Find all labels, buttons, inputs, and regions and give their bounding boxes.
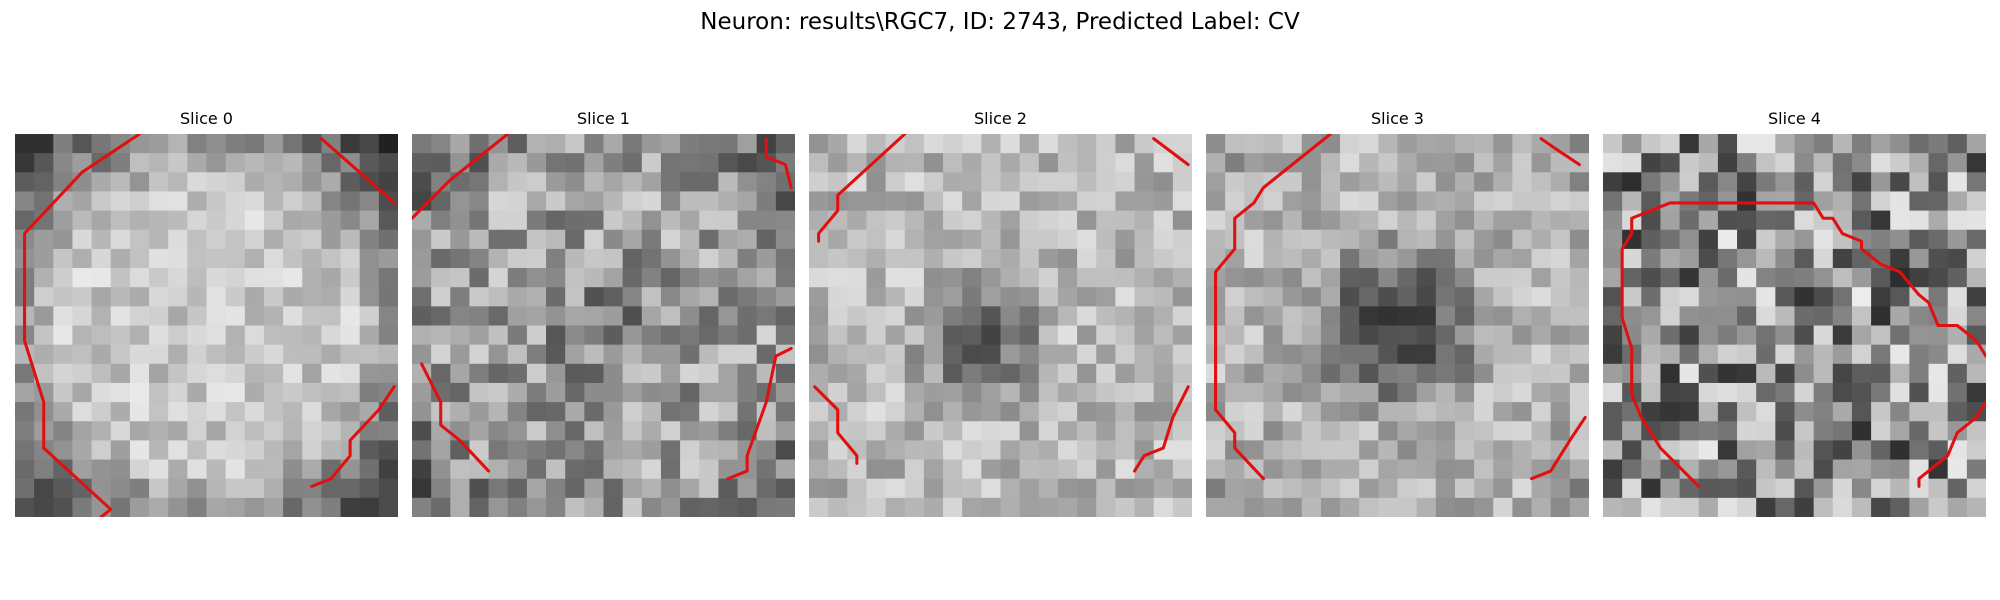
- slice-panel: Slice 3: [1206, 108, 1589, 518]
- slice-image: [15, 134, 398, 517]
- slice-image: [412, 134, 795, 517]
- contour-line: [23, 134, 142, 517]
- slice-panel: Slice 1: [412, 108, 795, 518]
- pixel-grid: [1603, 134, 1986, 517]
- contour-line: [1620, 201, 1986, 488]
- figure-title: Neuron: results\RGC7, ID: 2743, Predicte…: [700, 9, 1300, 35]
- pixel-grid: [809, 134, 1192, 517]
- contour-line: [412, 134, 510, 220]
- contour-overlay: [1214, 134, 1587, 481]
- slice-title: Slice 4: [1768, 109, 1821, 128]
- contour-overlay: [412, 134, 793, 481]
- contour-line: [726, 346, 793, 481]
- contour-line: [1539, 137, 1581, 167]
- contour-overlay: [1620, 201, 1986, 488]
- contour-line: [764, 137, 793, 190]
- contour-line: [1214, 134, 1333, 481]
- contour-line: [310, 385, 396, 488]
- contour-line: [1917, 400, 1986, 488]
- slice-panel: Slice 2: [809, 108, 1192, 518]
- contour-line: [1133, 385, 1190, 473]
- slice-title: Slice 3: [1371, 109, 1424, 128]
- contour-overlay: [23, 134, 396, 517]
- pixel-grid: [1206, 134, 1589, 517]
- slice-title: Slice 0: [180, 109, 233, 128]
- slice-panel: Slice 0: [15, 108, 398, 518]
- contour-line: [319, 137, 396, 205]
- contour-line: [817, 134, 907, 243]
- contour-line: [1152, 137, 1190, 167]
- pixel-grid: [412, 134, 795, 517]
- slice-image: [1603, 134, 1986, 517]
- pixel-grid: [15, 134, 398, 517]
- slice-image: [1206, 134, 1589, 517]
- contour-line: [420, 362, 491, 473]
- contour-line: [813, 385, 859, 465]
- slice-image: [809, 134, 1192, 517]
- contour-line: [1530, 415, 1587, 481]
- slice-panel: Slice 4: [1603, 108, 1986, 518]
- slice-title: Slice 1: [577, 109, 630, 128]
- slice-title: Slice 2: [974, 109, 1027, 128]
- contour-overlay: [813, 134, 1190, 473]
